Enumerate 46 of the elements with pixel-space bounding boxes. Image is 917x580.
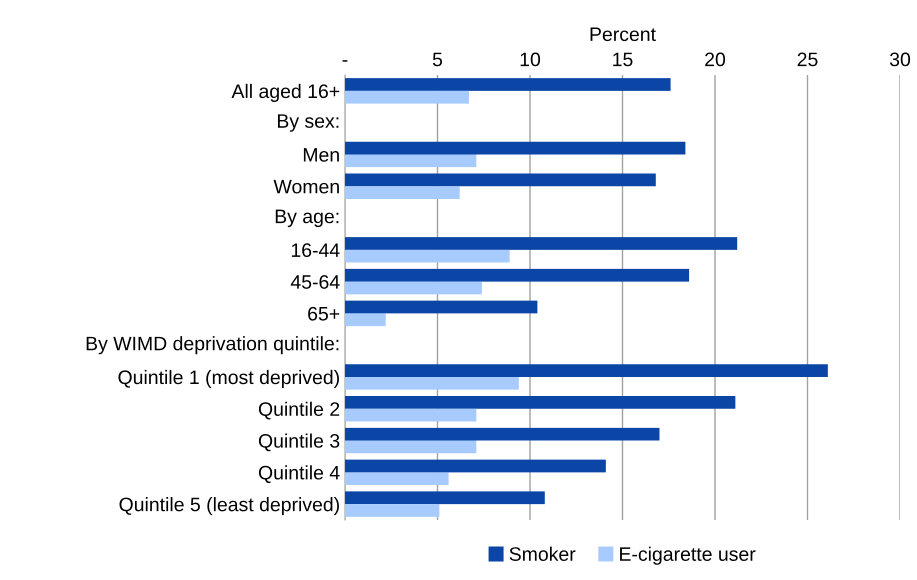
bar [345, 174, 656, 186]
bar [345, 300, 538, 314]
y-tick-label: 45-64 [290, 275, 340, 289]
y-tick-label: Quintile 1 (most deprived) [118, 370, 339, 388]
bar [345, 472, 449, 486]
bar [345, 154, 476, 168]
y-tick-label: Quintile 5 (least deprived) [120, 497, 339, 516]
bar [345, 376, 519, 390]
y-tick-label: Men [304, 148, 339, 162]
y-tick-label: Women [274, 180, 339, 194]
x-tick-label: - [342, 60, 348, 62]
x-tick-label: 10 [520, 52, 540, 66]
x-tick-label: 25 [798, 52, 818, 66]
text: By age: [276, 210, 338, 228]
legend-label: E-cigarette user [620, 546, 756, 565]
bar [345, 364, 828, 377]
y-tick-label: All aged 16+ [232, 84, 340, 102]
bar [345, 396, 736, 409]
text: By sex: [278, 114, 338, 132]
y-tick-label: Quintile 3 [258, 433, 340, 452]
bar [345, 90, 469, 104]
x-axis-title: Percent [590, 28, 656, 42]
bar [345, 313, 386, 326]
legend-label: Smoker [510, 546, 576, 561]
x-tick-label: 20 [705, 52, 726, 66]
bar [345, 186, 460, 199]
bar [345, 504, 440, 517]
bar [345, 237, 738, 250]
bar [345, 460, 606, 472]
bar [345, 282, 482, 294]
y-tick-label: Quintile 4 [258, 465, 340, 484]
y-tick-label: 65+ [308, 306, 340, 321]
bar [345, 408, 476, 422]
bar [345, 268, 690, 282]
y-tick-label: Quintile 2 [258, 402, 340, 420]
bar [345, 440, 476, 454]
bar [345, 78, 671, 91]
x-tick-label: 5 [432, 52, 442, 66]
x-tick-label: 30 [890, 52, 910, 66]
text: By WIMD deprivation quintile: [86, 336, 338, 354]
bar [345, 250, 510, 263]
y-tick-label: 16-44 [292, 243, 340, 258]
x-tick-label: 15 [613, 52, 632, 66]
bar [345, 491, 545, 504]
bar [345, 428, 660, 441]
bar [345, 142, 686, 154]
